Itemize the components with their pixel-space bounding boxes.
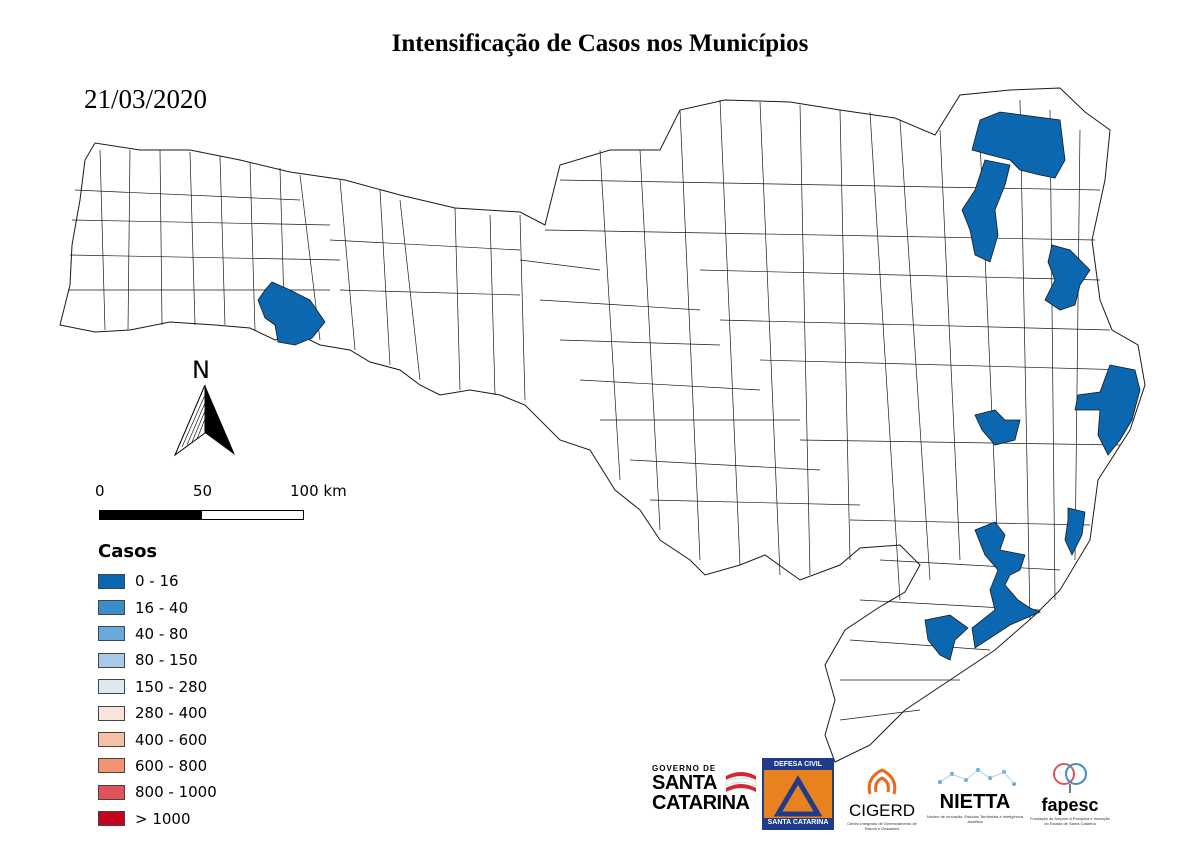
cigerd-logo: CIGERD Centro Integrado de Gerenciamento… <box>847 764 917 831</box>
municipality-laguna <box>1064 507 1086 556</box>
legend-item: 800 - 1000 <box>98 779 217 805</box>
legend-swatch <box>98 573 125 589</box>
nietta-subtext: Núcleo de Inovação, Estudos Territoriais… <box>926 814 1024 824</box>
nietta-text: NIETTA <box>939 791 1011 813</box>
highlighted-municipalities <box>257 111 1141 661</box>
dc-bottom-text: SANTA CATARINA <box>764 818 832 828</box>
legend-label: 16 - 40 <box>135 598 189 617</box>
gov-sc-logo: GOVERNO DE SANTA CATARINA <box>652 764 757 814</box>
legend-swatch <box>98 600 125 616</box>
legend-item: 150 - 280 <box>98 674 217 700</box>
brain-icon <box>1053 763 1087 793</box>
map-date: 21/03/2020 <box>84 84 208 114</box>
legend-swatch <box>98 652 125 668</box>
cigerd-subtext: Centro Integrado de Gerenciamento de Ris… <box>847 821 917 831</box>
legend-label: > 1000 <box>135 809 191 828</box>
legend-label: 80 - 150 <box>135 651 198 670</box>
fapesc-text: fapesc <box>1041 795 1099 815</box>
scale-label-50: 50 <box>193 482 213 500</box>
legend-label: 0 - 16 <box>135 572 179 591</box>
network-dots-icon <box>938 768 1016 786</box>
defesa-civil-logo: DEFESA CIVIL SANTA CATARINA <box>762 758 834 830</box>
sc-flag-icon <box>725 772 757 792</box>
municipality-joinville <box>971 111 1066 179</box>
north-arrow-icon <box>173 384 235 457</box>
municipality-florianopolis <box>1074 364 1141 456</box>
scale-segment-black <box>99 510 202 520</box>
legend-item: 280 - 400 <box>98 700 217 726</box>
legend-label: 280 - 400 <box>135 704 208 723</box>
legend-title: Casos <box>98 541 158 562</box>
legend-label: 150 - 280 <box>135 677 208 696</box>
gov-top-text: GOVERNO DE <box>652 764 717 773</box>
municipality-santo-amaro <box>974 409 1021 446</box>
state-outline <box>59 87 1146 763</box>
legend-label: 800 - 1000 <box>135 783 217 802</box>
municipality-chapeco <box>257 281 326 346</box>
map-title: Intensificação de Casos nos Municípios <box>391 30 809 57</box>
defesa-civil-icon <box>774 775 822 817</box>
scale-bar: 0 50 100 km <box>90 482 350 527</box>
municipality-blumenau-itajai <box>1044 244 1091 311</box>
scale-segment-white <box>201 510 304 520</box>
gov-line1: SANTA <box>652 772 717 794</box>
fapesc-logo: fapesc Fundação de Amparo à Pesquisa e I… <box>1030 758 1110 826</box>
nietta-logo: NIETTA Núcleo de Inovação, Estudos Terri… <box>925 762 1025 824</box>
legend-item: 600 - 800 <box>98 753 217 779</box>
legend-swatch <box>98 626 125 642</box>
legend-item: 80 - 150 <box>98 647 217 673</box>
north-label: N <box>192 356 210 384</box>
legend-label: 40 - 80 <box>135 624 189 643</box>
cigerd-icon <box>867 768 897 795</box>
legend-item: 0 - 16 <box>98 568 217 594</box>
cigerd-text: CIGERD <box>848 801 916 820</box>
legend-item: > 1000 <box>98 806 217 832</box>
legend-swatch <box>98 679 125 695</box>
scale-label-100: 100 km <box>290 482 347 500</box>
legend-swatch <box>98 758 125 774</box>
legend-label: 600 - 800 <box>135 756 208 775</box>
legend-label: 400 - 600 <box>135 730 208 749</box>
municipality-jaragua <box>961 159 1011 263</box>
municipality-criciuma <box>924 614 969 661</box>
legend-item: 40 - 80 <box>98 621 217 647</box>
legend-swatch <box>98 811 125 827</box>
municipal-boundaries <box>68 99 1131 721</box>
municipality-tubarao-group <box>971 521 1042 649</box>
scale-label-0: 0 <box>95 482 105 500</box>
dc-top-text: DEFESA CIVIL <box>764 760 832 770</box>
gov-line2: CATARINA <box>652 792 750 814</box>
logos-footer: GOVERNO DE SANTA CATARINA DEFESA CIVIL S… <box>652 758 1112 838</box>
legend-swatch <box>98 784 125 800</box>
legend-item: 16 - 40 <box>98 594 217 620</box>
legend-swatch <box>98 732 125 748</box>
legend: Casos 0 - 16 16 - 40 40 - 80 80 - 150 150 - … <box>98 541 217 832</box>
legend-item: 400 - 600 <box>98 726 217 752</box>
fapesc-subtext: Fundação de Amparo à Pesquisa e Inovação… <box>1030 816 1110 826</box>
legend-items: 0 - 16 16 - 40 40 - 80 80 - 150 150 - 280 280… <box>98 568 217 832</box>
legend-swatch <box>98 705 125 721</box>
